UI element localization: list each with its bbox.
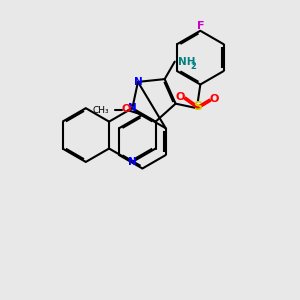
Text: S: S — [194, 100, 202, 113]
Text: 2: 2 — [190, 61, 196, 70]
Text: CH₃: CH₃ — [92, 106, 109, 115]
Text: F: F — [196, 21, 204, 31]
Text: NH: NH — [178, 57, 195, 67]
Text: N: N — [128, 157, 137, 167]
Text: N: N — [128, 103, 137, 113]
Text: N: N — [134, 77, 142, 87]
Text: O: O — [121, 104, 131, 114]
Text: O: O — [176, 92, 185, 102]
Text: O: O — [210, 94, 219, 104]
